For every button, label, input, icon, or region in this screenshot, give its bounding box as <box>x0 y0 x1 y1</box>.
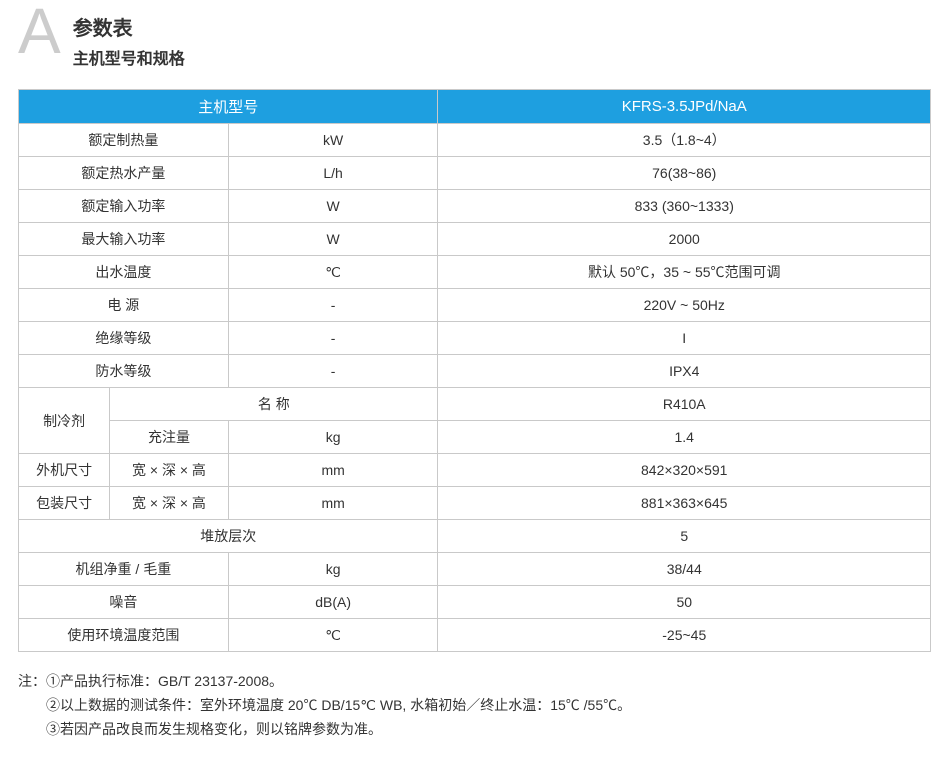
cell-unit: kW <box>228 124 438 157</box>
cell-label: 使用环境温度范围 <box>19 619 229 652</box>
table-row: 充注量 kg 1.4 <box>19 421 931 454</box>
cell-unit: ℃ <box>228 619 438 652</box>
note-text: ②以上数据的测试条件：室外环境温度 20℃ DB/15℃ WB, 水箱初始／终止… <box>46 694 631 718</box>
table-row: 额定制热量 kW 3.5（1.8~4） <box>19 124 931 157</box>
cell-value: 50 <box>438 586 931 619</box>
cell-value: -25~45 <box>438 619 931 652</box>
cell-label: 额定制热量 <box>19 124 229 157</box>
note-text: ①产品执行标准：GB/T 23137-2008。 <box>46 670 283 694</box>
cell-unit: kg <box>228 553 438 586</box>
table-row: 堆放层次 5 <box>19 520 931 553</box>
table-row: 额定热水产量 L/h 76(38~86) <box>19 157 931 190</box>
cell-label: 噪音 <box>19 586 229 619</box>
cell-label: 最大输入功率 <box>19 223 229 256</box>
cell-unit: mm <box>228 487 438 520</box>
table-row: 制冷剂 名 称 R410A <box>19 388 931 421</box>
cell-value: IPX4 <box>438 355 931 388</box>
section-letter: A <box>18 4 61 58</box>
cell-unit: W <box>228 190 438 223</box>
cell-unit: dB(A) <box>228 586 438 619</box>
cell-label: 机组净重 / 毛重 <box>19 553 229 586</box>
cell-label: 绝缘等级 <box>19 322 229 355</box>
cell-value: I <box>438 322 931 355</box>
th-model-label: 主机型号 <box>19 90 438 124</box>
cell-label: 防水等级 <box>19 355 229 388</box>
cell-value: 1.4 <box>438 421 931 454</box>
note-line: ②以上数据的测试条件：室外环境温度 20℃ DB/15℃ WB, 水箱初始／终止… <box>18 694 931 718</box>
cell-value: 881×363×645 <box>438 487 931 520</box>
th-model-value: KFRS-3.5JPd/NaA <box>438 90 931 124</box>
table-row: 机组净重 / 毛重 kg 38/44 <box>19 553 931 586</box>
cell-value: 5 <box>438 520 931 553</box>
cell-group-label: 制冷剂 <box>19 388 110 454</box>
section-header: A 参数表 主机型号和规格 <box>18 10 931 69</box>
notes-block: 注： ①产品执行标准：GB/T 23137-2008。 ②以上数据的测试条件：室… <box>18 670 931 741</box>
note-line: 注： ①产品执行标准：GB/T 23137-2008。 <box>18 670 931 694</box>
cell-label: 额定热水产量 <box>19 157 229 190</box>
cell-value: 842×320×591 <box>438 454 931 487</box>
note-indent <box>18 718 46 742</box>
cell-value: R410A <box>438 388 931 421</box>
table-row: 防水等级 - IPX4 <box>19 355 931 388</box>
cell-unit: W <box>228 223 438 256</box>
note-text: ③若因产品改良而发生规格变化，则以铭牌参数为准。 <box>46 718 382 742</box>
table-row: 电 源 - 220V ~ 50Hz <box>19 289 931 322</box>
table-row: 最大输入功率 W 2000 <box>19 223 931 256</box>
table-row: 绝缘等级 - I <box>19 322 931 355</box>
table-row: 外机尺寸 宽 × 深 × 高 mm 842×320×591 <box>19 454 931 487</box>
page-subtitle: 主机型号和规格 <box>73 45 185 69</box>
cell-unit: - <box>228 322 438 355</box>
cell-label: 堆放层次 <box>19 520 438 553</box>
spec-table: 主机型号 KFRS-3.5JPd/NaA 额定制热量 kW 3.5（1.8~4）… <box>18 89 931 652</box>
cell-group-label: 包装尺寸 <box>19 487 110 520</box>
cell-label: 名 称 <box>110 388 438 421</box>
table-row: 出水温度 ℃ 默认 50℃，35 ~ 55℃范围可调 <box>19 256 931 289</box>
cell-value: 833 (360~1333) <box>438 190 931 223</box>
cell-label: 出水温度 <box>19 256 229 289</box>
cell-unit: ℃ <box>228 256 438 289</box>
cell-unit: kg <box>228 421 438 454</box>
page-title: 参数表 <box>73 12 185 41</box>
table-row: 额定输入功率 W 833 (360~1333) <box>19 190 931 223</box>
table-header-row: 主机型号 KFRS-3.5JPd/NaA <box>19 90 931 124</box>
cell-label: 宽 × 深 × 高 <box>110 487 229 520</box>
cell-group-label: 外机尺寸 <box>19 454 110 487</box>
note-line: ③若因产品改良而发生规格变化，则以铭牌参数为准。 <box>18 718 931 742</box>
cell-label: 宽 × 深 × 高 <box>110 454 229 487</box>
cell-value: 默认 50℃，35 ~ 55℃范围可调 <box>438 256 931 289</box>
header-text-block: 参数表 主机型号和规格 <box>73 10 185 69</box>
cell-value: 38/44 <box>438 553 931 586</box>
cell-value: 3.5（1.8~4） <box>438 124 931 157</box>
cell-label: 额定输入功率 <box>19 190 229 223</box>
cell-value: 76(38~86) <box>438 157 931 190</box>
table-row: 噪音 dB(A) 50 <box>19 586 931 619</box>
cell-unit: - <box>228 289 438 322</box>
cell-value: 2000 <box>438 223 931 256</box>
note-indent <box>18 694 46 718</box>
cell-unit: L/h <box>228 157 438 190</box>
cell-value: 220V ~ 50Hz <box>438 289 931 322</box>
table-row: 使用环境温度范围 ℃ -25~45 <box>19 619 931 652</box>
table-row: 包装尺寸 宽 × 深 × 高 mm 881×363×645 <box>19 487 931 520</box>
note-prefix: 注： <box>18 670 46 694</box>
cell-label: 电 源 <box>19 289 229 322</box>
cell-label: 充注量 <box>110 421 229 454</box>
cell-unit: mm <box>228 454 438 487</box>
cell-unit: - <box>228 355 438 388</box>
